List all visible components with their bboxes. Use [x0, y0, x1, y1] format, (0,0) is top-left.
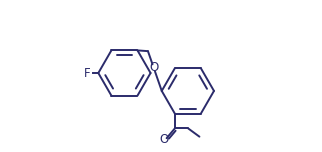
Text: O: O	[149, 61, 158, 74]
Text: O: O	[160, 133, 169, 146]
Text: F: F	[84, 67, 91, 79]
